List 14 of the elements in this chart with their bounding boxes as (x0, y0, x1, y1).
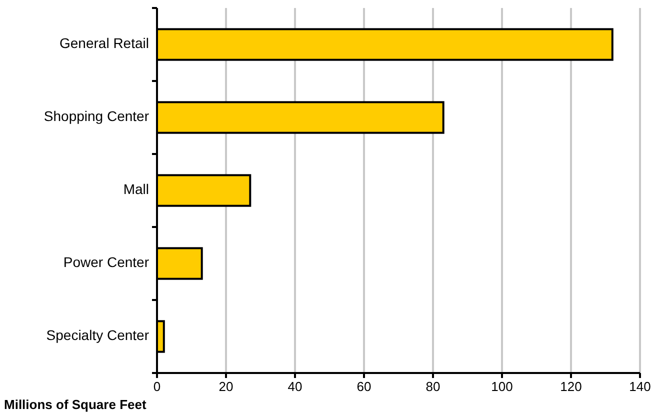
y-tick-label: Specialty Center (46, 327, 150, 344)
x-tick-label: 60 (356, 379, 372, 394)
y-tick-label: General Retail (60, 35, 149, 52)
x-tick-label: 0 (153, 379, 161, 394)
y-tick-label: Power Center (63, 254, 150, 270)
x-tick-label: 120 (560, 379, 582, 394)
x-tick-label: 100 (491, 379, 513, 394)
x-tick-label: 20 (218, 379, 234, 394)
x-axis-title: Millions of Square Feet (4, 397, 147, 412)
x-tick-label: 40 (288, 379, 302, 394)
x-tick-label: 140 (629, 379, 651, 394)
y-tick-label: Shopping Center (44, 108, 150, 124)
x-tick-label: 80 (426, 379, 440, 394)
y-tick-label: Mall (123, 181, 149, 198)
